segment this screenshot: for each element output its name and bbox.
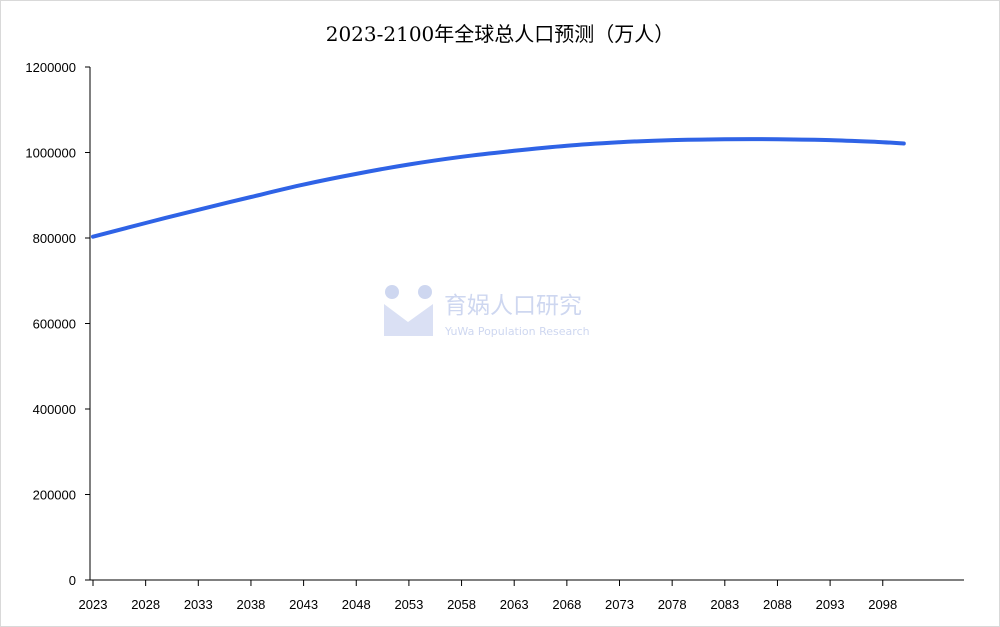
- series-layer: [91, 137, 906, 239]
- axes: [89, 67, 964, 581]
- x-tick-label: 2068: [552, 597, 581, 612]
- y-tick-label: 1200000: [25, 60, 76, 75]
- watermark-logo-icon: [384, 285, 433, 336]
- x-tick-label: 2093: [816, 597, 845, 612]
- y-tick-label: 200000: [33, 488, 76, 503]
- x-tick-label: 2063: [500, 597, 529, 612]
- y-tick-label: 1000000: [25, 146, 76, 161]
- x-tick-label: 2098: [868, 597, 897, 612]
- x-tick-labels: 2023 2028 2033 2038 2043 2048 2053 2058 2063 2068…: [79, 580, 897, 612]
- x-tick-label: 2028: [131, 597, 160, 612]
- y-tick-label: 0: [69, 573, 76, 588]
- y-tick-label: 400000: [33, 402, 76, 417]
- watermark-subtitle: YuWa Population Research: [444, 325, 590, 338]
- x-tick-label: 2073: [605, 597, 634, 612]
- y-tick-label: 800000: [33, 231, 76, 246]
- x-tick-label: 2088: [763, 597, 792, 612]
- watermark: 育娲人口研究 YuWa Population Research: [384, 285, 590, 338]
- x-tick-label: 2043: [289, 597, 318, 612]
- y-tick-label: 600000: [33, 317, 76, 332]
- x-tick-label: 2023: [79, 597, 108, 612]
- series-line: [91, 137, 906, 239]
- watermark-name: 育娲人口研究: [444, 293, 582, 319]
- x-tick-label: 2078: [658, 597, 687, 612]
- chart-title: 2023-2100年全球总人口预测（万人）: [325, 22, 675, 46]
- x-tick-label: 2053: [394, 597, 423, 612]
- x-tick-label: 2048: [342, 597, 371, 612]
- x-tick-label: 2083: [710, 597, 739, 612]
- x-tick-label: 2058: [447, 597, 476, 612]
- x-tick-label: 2033: [184, 597, 213, 612]
- y-tick-labels: 0 200000 400000 600000 800000 1000000 1200000: [25, 60, 90, 588]
- x-tick-label: 2038: [236, 597, 265, 612]
